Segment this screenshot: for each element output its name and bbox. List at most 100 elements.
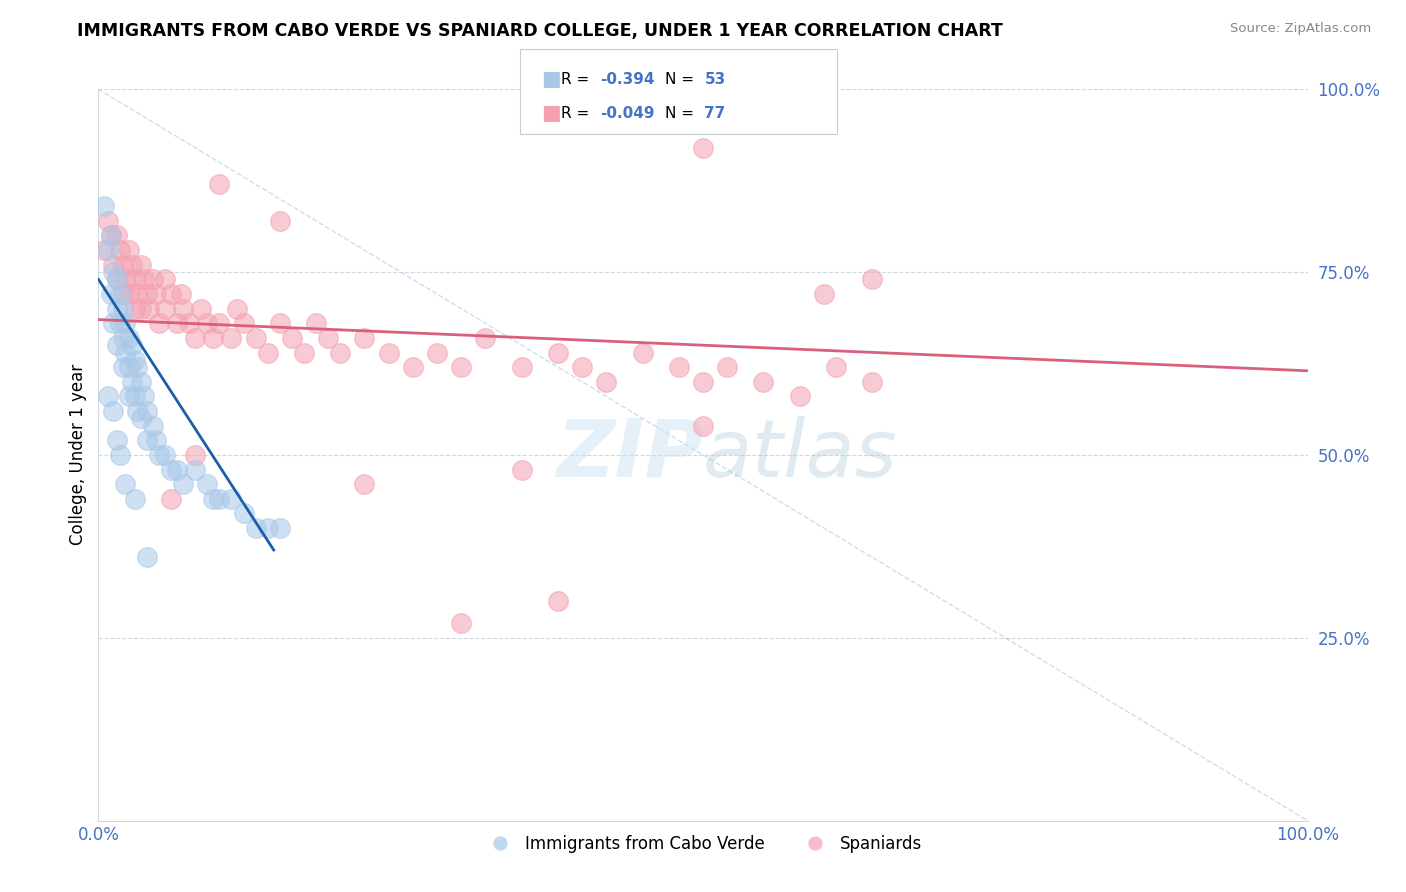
Point — [305, 316, 328, 330]
Point — [353, 331, 375, 345]
Point — [179, 316, 201, 330]
Point — [269, 316, 291, 330]
Point — [129, 258, 152, 272]
Point — [121, 338, 143, 352]
Point — [114, 477, 136, 491]
Point — [202, 331, 225, 345]
Point — [402, 360, 425, 375]
Point — [269, 214, 291, 228]
Point — [111, 331, 134, 345]
Point — [153, 301, 176, 316]
Point — [281, 331, 304, 345]
Point — [129, 301, 152, 316]
Point — [111, 301, 134, 316]
Point — [142, 272, 165, 286]
Point — [135, 287, 157, 301]
Point — [134, 389, 156, 403]
Text: Source: ZipAtlas.com: Source: ZipAtlas.com — [1230, 22, 1371, 36]
Point — [142, 418, 165, 433]
Text: ■: ■ — [541, 70, 561, 89]
Point — [127, 287, 149, 301]
Point — [547, 345, 569, 359]
Point — [135, 404, 157, 418]
Point — [100, 287, 122, 301]
Point — [121, 258, 143, 272]
Point — [668, 360, 690, 375]
Text: 77: 77 — [704, 106, 725, 120]
Point — [135, 550, 157, 565]
Point — [169, 287, 191, 301]
Point — [101, 316, 124, 330]
Point — [118, 287, 141, 301]
Point — [631, 345, 654, 359]
Point — [129, 411, 152, 425]
Point — [860, 272, 883, 286]
Point — [135, 434, 157, 448]
Point — [118, 389, 141, 403]
Point — [93, 199, 115, 213]
Point — [208, 491, 231, 506]
Point — [226, 301, 249, 316]
Point — [118, 243, 141, 257]
Text: ZIP: ZIP — [555, 416, 703, 494]
Point — [208, 178, 231, 192]
Text: N =: N = — [665, 106, 699, 120]
Point — [377, 345, 399, 359]
Point — [105, 301, 128, 316]
Point — [160, 491, 183, 506]
Point — [256, 521, 278, 535]
Point — [160, 462, 183, 476]
Point — [426, 345, 449, 359]
Point — [105, 338, 128, 352]
Point — [105, 272, 128, 286]
Text: -0.394: -0.394 — [600, 72, 655, 87]
Point — [692, 141, 714, 155]
Point — [221, 491, 243, 506]
Text: -0.049: -0.049 — [600, 106, 655, 120]
Point — [172, 477, 194, 491]
Point — [692, 418, 714, 433]
Point — [105, 434, 128, 448]
Point — [825, 360, 848, 375]
Point — [190, 301, 212, 316]
Point — [101, 258, 124, 272]
Point — [124, 491, 146, 506]
Point — [118, 360, 141, 375]
Point — [108, 243, 131, 257]
Point — [353, 477, 375, 491]
Point — [100, 228, 122, 243]
Point — [166, 316, 188, 330]
Point — [153, 448, 176, 462]
Point — [97, 214, 120, 228]
Point — [571, 360, 593, 375]
Point — [269, 521, 291, 535]
Point — [127, 360, 149, 375]
Point — [138, 301, 160, 316]
Point — [547, 594, 569, 608]
Point — [789, 389, 811, 403]
Point — [329, 345, 352, 359]
Point — [108, 448, 131, 462]
Point — [145, 287, 167, 301]
Point — [195, 477, 218, 491]
Point — [316, 331, 339, 345]
Point — [245, 521, 267, 535]
Point — [172, 301, 194, 316]
Point — [93, 243, 115, 257]
Point — [124, 272, 146, 286]
Point — [232, 507, 254, 521]
Point — [100, 228, 122, 243]
Text: 53: 53 — [704, 72, 725, 87]
Point — [692, 375, 714, 389]
Point — [221, 331, 243, 345]
Point — [813, 287, 835, 301]
Text: N =: N = — [665, 72, 699, 87]
Point — [111, 360, 134, 375]
Point — [245, 331, 267, 345]
Point — [160, 287, 183, 301]
Text: atlas: atlas — [703, 416, 898, 494]
Point — [97, 243, 120, 257]
Y-axis label: College, Under 1 year: College, Under 1 year — [69, 364, 87, 546]
Point — [108, 287, 131, 301]
Point — [127, 404, 149, 418]
